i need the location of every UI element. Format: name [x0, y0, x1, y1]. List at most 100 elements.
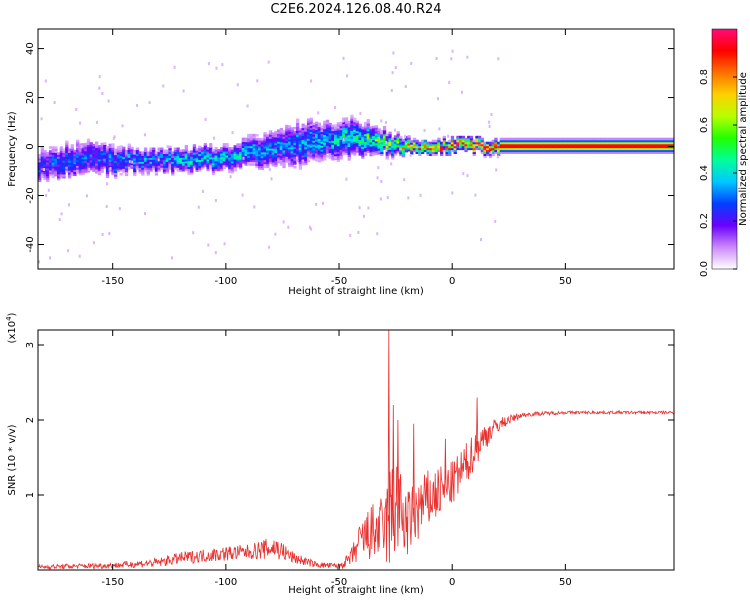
heatmap-cell [445, 145, 449, 149]
heatmap-cell [342, 133, 346, 136]
heatmap-cell [353, 141, 357, 144]
heatmap-cell [323, 128, 327, 132]
heatmap-cell [361, 140, 365, 143]
heatmap-cell [95, 163, 99, 166]
heatmap-cell [361, 128, 365, 132]
heatmap-cell [160, 167, 164, 170]
heatmap-cell [524, 145, 528, 149]
heatmap-cell [260, 155, 264, 159]
heatmap-cell [133, 157, 137, 161]
heatmap-cell [399, 153, 403, 157]
heatmap-cell [252, 139, 256, 143]
heatmap-cell [293, 152, 297, 155]
heatmap-cell [497, 149, 501, 153]
heatmap-cell [271, 142, 275, 145]
heatmap-speckle [362, 214, 365, 218]
heatmap-cell [573, 147, 577, 151]
heatmap-cell [222, 149, 226, 152]
heatmap-cell [459, 139, 463, 143]
heatmap-cell [363, 153, 368, 156]
heatmap-cell [124, 153, 129, 157]
heatmap-cell [184, 158, 188, 162]
heatmap-cell [105, 146, 110, 149]
heatmap-cell [668, 147, 672, 151]
heatmap-cell [287, 131, 292, 134]
heatmap-cell [312, 155, 316, 159]
heatmap-cell [184, 162, 188, 166]
heatmap-cell [608, 137, 612, 141]
heatmap-cell [488, 153, 493, 156]
heatmap-cell [529, 149, 533, 153]
heatmap-cell [581, 151, 585, 154]
heatmap-cell [176, 167, 180, 170]
heatmap-cell [472, 145, 476, 149]
heatmap-cell [171, 171, 175, 174]
heatmap-cell [499, 151, 503, 154]
heatmap-cell [363, 121, 368, 125]
heatmap-cell [228, 164, 232, 168]
heatmap-cell [260, 140, 264, 143]
heatmap-cell [309, 131, 313, 134]
heatmap-cell [410, 148, 414, 151]
heatmap-speckle [121, 124, 124, 128]
heatmap-cell [627, 143, 631, 147]
heatmap-cell [325, 127, 330, 131]
heatmap-cell [236, 151, 240, 154]
heatmap-cell [187, 156, 191, 160]
heatmap-cell [249, 145, 254, 149]
heatmap-cell [434, 153, 438, 156]
heatmap-cell [510, 139, 514, 143]
heatmap-cell [635, 151, 639, 154]
heatmap-cell [334, 153, 338, 157]
heatmap-cell [244, 151, 248, 154]
heatmap-cell [320, 156, 324, 160]
heatmap-speckle [215, 66, 218, 70]
heatmap-cell [298, 135, 302, 139]
heatmap-cell [325, 145, 330, 148]
heatmap-cell [222, 151, 226, 154]
heatmap-cell [317, 153, 321, 157]
colorbar-ticks: 0.00.20.40.60.8 [699, 69, 737, 277]
heatmap-cell [331, 136, 335, 139]
heatmap-speckle [376, 232, 379, 236]
heatmap-speckle [310, 227, 313, 231]
heatmap-speckle [419, 193, 422, 197]
heatmap-cell [325, 143, 330, 146]
heatmap-cell [179, 163, 183, 166]
heatmap-cell [440, 141, 444, 145]
heatmap-cell [252, 161, 256, 164]
heatmap-cell [135, 149, 140, 153]
heatmap-cell [154, 161, 159, 164]
heatmap-cell [323, 124, 327, 128]
heatmap-cell [559, 149, 563, 153]
heatmap-cell [282, 157, 286, 161]
snr-multiplier-exponent: 4 [5, 316, 13, 321]
heatmap-cell [176, 165, 180, 168]
heatmap-cell [342, 143, 346, 146]
heatmap-cell [105, 153, 110, 157]
heatmap-cell [274, 140, 278, 144]
heatmap-cell [78, 155, 82, 158]
heatmap-cell [239, 153, 243, 156]
heatmap-cell [483, 151, 487, 154]
heatmap-cell [247, 141, 251, 145]
heatmap-cell [179, 167, 183, 170]
heatmap-cell [157, 167, 161, 170]
heatmap-cell [358, 133, 362, 137]
heatmap-cell [339, 121, 343, 125]
heatmap-cell [469, 143, 474, 147]
heatmap-cell [260, 141, 264, 145]
heatmap-cell [393, 149, 398, 152]
heatmap-cell [632, 149, 637, 153]
heatmap-cell [393, 151, 398, 154]
heatmap-cell [491, 147, 495, 151]
heatmap-cell [488, 143, 493, 147]
heatmap-cell [97, 162, 102, 166]
heatmap-cell [230, 158, 235, 162]
heatmap-cell [323, 138, 327, 141]
heatmap-cell [76, 171, 80, 174]
heatmap-cell [127, 149, 131, 152]
heatmap-cell [529, 143, 533, 147]
heatmap-cell [241, 139, 245, 143]
heatmap-cell [255, 149, 259, 153]
